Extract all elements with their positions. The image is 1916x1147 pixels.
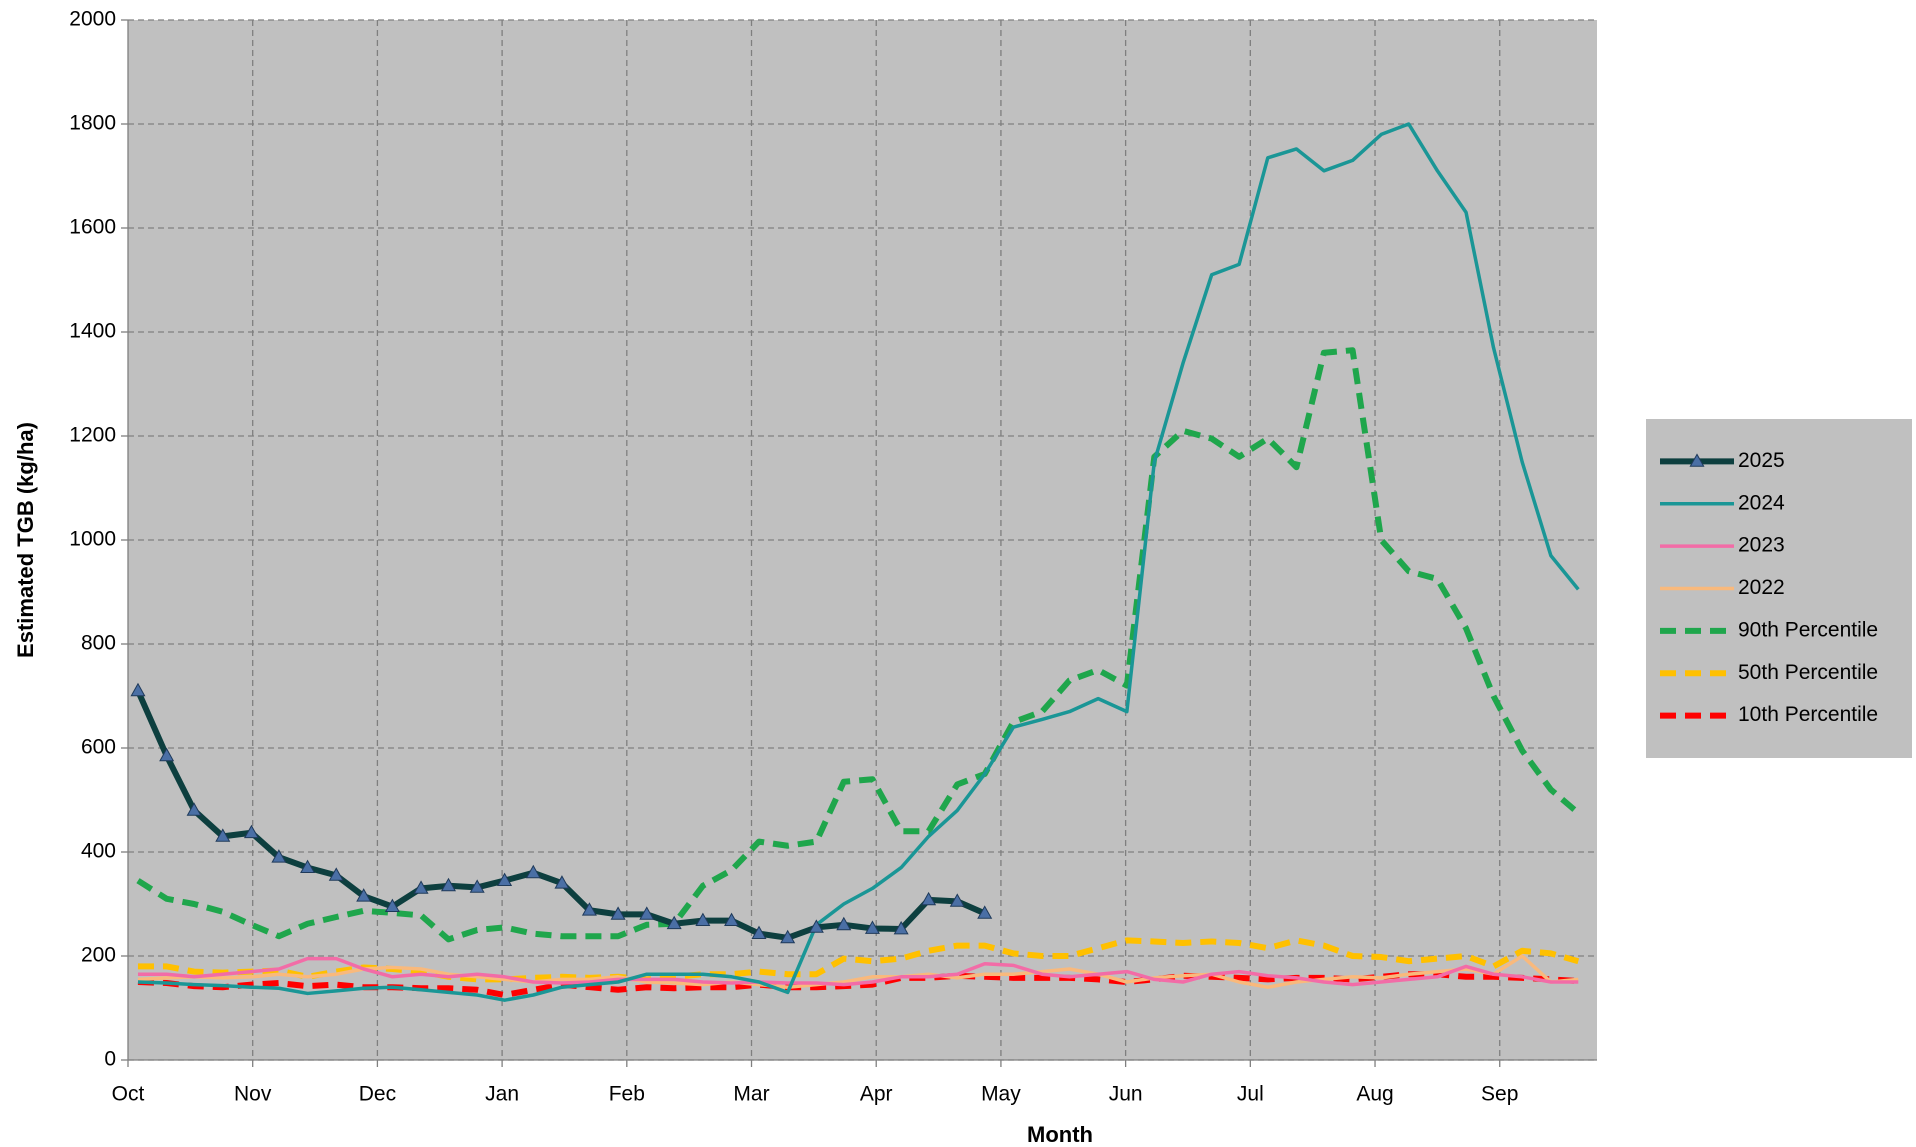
data-marker <box>300 859 316 873</box>
data-marker <box>469 879 485 893</box>
data-marker <box>159 747 175 762</box>
y-tick-label: 0 <box>104 1048 116 1071</box>
y-tick-label: 1800 <box>69 112 116 135</box>
data-marker <box>977 905 993 919</box>
data-marker <box>724 912 740 927</box>
data-marker <box>186 802 202 816</box>
y-tick-label: 200 <box>81 944 116 967</box>
legend-label: 10th Percentile <box>1738 703 1878 726</box>
data-marker <box>751 925 767 940</box>
series-line <box>137 937 1580 983</box>
data-marker <box>440 877 456 892</box>
y-tick-label: 1600 <box>69 216 116 239</box>
x-tick-label: Sep <box>1481 1083 1518 1106</box>
data-marker <box>949 893 965 907</box>
x-tick-label: Aug <box>1356 1083 1393 1106</box>
x-tick-label: Feb <box>609 1083 645 1106</box>
data-marker <box>666 915 682 930</box>
legend-label: 50th Percentile <box>1738 661 1878 684</box>
y-tick-label: 1200 <box>69 424 116 447</box>
data-marker <box>610 906 626 920</box>
legend-label: 2023 <box>1738 534 1785 557</box>
data-marker <box>413 880 429 894</box>
data-marker <box>356 888 372 902</box>
y-tick-label: 2000 <box>69 8 116 31</box>
legend-label: 90th Percentile <box>1738 618 1878 641</box>
y-tick-label: 400 <box>81 840 116 863</box>
series-line <box>136 347 1581 943</box>
data-marker <box>525 864 541 879</box>
y-axis-label: Estimated TGB (kg/ha) <box>13 422 38 658</box>
data-marker <box>921 891 937 906</box>
x-tick-label: Dec <box>359 1083 396 1106</box>
y-tick-label: 1400 <box>69 320 116 343</box>
data-marker <box>780 929 796 944</box>
x-axis-label: Month <box>1027 1122 1093 1147</box>
legend-label: 2022 <box>1738 576 1785 599</box>
data-marker <box>384 898 400 912</box>
data-marker <box>695 912 711 927</box>
data-marker <box>497 872 513 886</box>
data-marker <box>215 828 231 842</box>
y-tick-label: 1000 <box>69 528 116 551</box>
data-marker <box>893 920 909 935</box>
data-marker <box>243 824 259 839</box>
data-marker <box>836 916 852 931</box>
legend-marker <box>1689 453 1705 467</box>
data-marker <box>271 849 287 863</box>
data-marker <box>639 906 655 920</box>
data-marker <box>554 875 570 889</box>
data-marker <box>808 919 824 933</box>
x-tick-label: Oct <box>112 1083 145 1106</box>
x-tick-label: Jun <box>1109 1083 1143 1106</box>
data-marker <box>130 682 146 697</box>
x-tick-label: Jul <box>1237 1083 1264 1106</box>
x-tick-label: May <box>981 1083 1021 1106</box>
legend-label: 2025 <box>1738 449 1785 472</box>
series-line <box>137 954 1579 989</box>
x-tick-label: Nov <box>234 1083 272 1106</box>
data-marker <box>328 867 344 881</box>
y-tick-label: 600 <box>81 736 116 759</box>
data-marker <box>864 920 880 934</box>
series-line <box>137 956 1579 987</box>
legend-label: 2024 <box>1738 491 1785 514</box>
x-tick-label: Jan <box>485 1083 519 1106</box>
data-marker <box>581 902 597 916</box>
x-tick-label: Mar <box>733 1083 769 1106</box>
x-tick-label: Apr <box>860 1083 893 1106</box>
series-line <box>137 122 1580 1002</box>
legend: 2025 2024 2023 2022 90th Percentile 50th Perc… <box>1646 419 1912 758</box>
y-tick-label: 800 <box>81 632 116 655</box>
